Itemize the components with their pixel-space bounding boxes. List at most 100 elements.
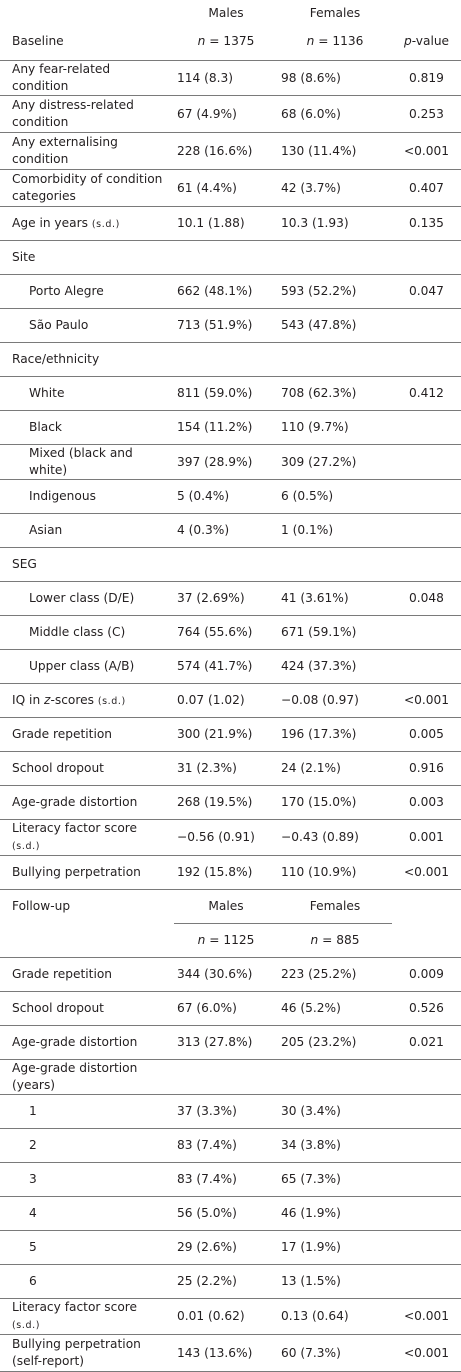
p-value: 0.916	[392, 751, 461, 786]
table-row: 3 83 (7.4%) 65 (7.3%)	[0, 1162, 461, 1197]
row-label: Age-grade distortion (years)	[0, 1059, 174, 1095]
p-value-header: p-value	[392, 22, 461, 61]
p-value	[392, 1264, 461, 1299]
table-row: Site	[0, 240, 461, 275]
females-value: 593 (52.2%)	[278, 274, 392, 309]
table-row: 6 25 (2.2%) 13 (1.5%)	[0, 1264, 461, 1299]
females-value: 424 (37.3%)	[278, 649, 392, 684]
males-value	[174, 547, 278, 582]
males-value: 344 (30.6%)	[174, 957, 278, 992]
p-value	[392, 308, 461, 343]
row-label: Bullying perpetration (self-report)	[0, 1334, 174, 1372]
females-value: 13 (1.5%)	[278, 1264, 392, 1299]
females-value	[278, 240, 392, 275]
p-value: 0.009	[392, 957, 461, 992]
table-row: Porto Alegre 662 (48.1%) 593 (52.2%) 0.047	[0, 274, 461, 309]
males-value: 37 (3.3%)	[174, 1094, 278, 1129]
males-value: 574 (41.7%)	[174, 649, 278, 684]
row-label: Grade repetition	[0, 717, 174, 752]
followup-females-header: Females	[278, 889, 392, 924]
females-value: 671 (59.1%)	[278, 615, 392, 650]
females-value: 41 (3.61%)	[278, 581, 392, 616]
table-row: IQ in z-scores (s.d.) 0.07 (1.02) −0.08 (0…	[0, 683, 461, 718]
p-value	[392, 479, 461, 514]
females-value	[278, 1059, 392, 1095]
females-value: −0.43 (0.89)	[278, 819, 392, 856]
females-value: 708 (62.3%)	[278, 376, 392, 411]
table-row: School dropout 67 (6.0%) 46 (5.2%) 0.526	[0, 991, 461, 1026]
row-label: Bullying perpetration	[0, 855, 174, 890]
males-value: 268 (19.5%)	[174, 785, 278, 820]
row-label: School dropout	[0, 991, 174, 1026]
row-label: Asian	[0, 513, 174, 548]
followup-header-row-2: n = 1125 n = 885	[0, 923, 461, 958]
males-value: 300 (21.9%)	[174, 717, 278, 752]
table-row: 5 29 (2.6%) 17 (1.9%)	[0, 1230, 461, 1265]
males-value: 25 (2.2%)	[174, 1264, 278, 1299]
p-value: <0.001	[392, 855, 461, 890]
females-value: 98 (8.6%)	[278, 60, 392, 96]
row-label: Any externalising condition	[0, 132, 174, 170]
females-value: 6 (0.5%)	[278, 479, 392, 514]
table-row: Lower class (D/E) 37 (2.69%) 41 (3.61%) 0.0…	[0, 581, 461, 616]
males-value: 764 (55.6%)	[174, 615, 278, 650]
row-label: 5	[0, 1230, 174, 1265]
females-value	[278, 342, 392, 377]
males-value	[174, 342, 278, 377]
p-value	[392, 513, 461, 548]
table-row: Literacy factor score (s.d.) −0.56 (0.91)…	[0, 819, 461, 856]
females-value: 42 (3.7%)	[278, 169, 392, 207]
males-value: 228 (16.6%)	[174, 132, 278, 170]
row-label: White	[0, 376, 174, 411]
females-value: 130 (11.4%)	[278, 132, 392, 170]
females-value: 17 (1.9%)	[278, 1230, 392, 1265]
p-value: <0.001	[392, 683, 461, 718]
females-value: 46 (5.2%)	[278, 991, 392, 1026]
table-row: Indigenous 5 (0.4%) 6 (0.5%)	[0, 479, 461, 514]
p-value: 0.003	[392, 785, 461, 820]
females-value: 196 (17.3%)	[278, 717, 392, 752]
males-value: 154 (11.2%)	[174, 410, 278, 445]
row-label: Upper class (A/B)	[0, 649, 174, 684]
table-row: Grade repetition 300 (21.9%) 196 (17.3%) 0.…	[0, 717, 461, 752]
p-value: 0.048	[392, 581, 461, 616]
males-value: 29 (2.6%)	[174, 1230, 278, 1265]
table-row: 1 37 (3.3%) 30 (3.4%)	[0, 1094, 461, 1129]
p-value	[392, 444, 461, 480]
males-value: 114 (8.3)	[174, 60, 278, 96]
males-value: 662 (48.1%)	[174, 274, 278, 309]
males-value: 0.07 (1.02)	[174, 683, 278, 718]
row-label: School dropout	[0, 751, 174, 786]
table-row: Any fear-related condition 114 (8.3) 98 (8…	[0, 60, 461, 96]
males-value: 4 (0.3%)	[174, 513, 278, 548]
row-label: 4	[0, 1196, 174, 1231]
table-row: Grade repetition 344 (30.6%) 223 (25.2%) 0.…	[0, 957, 461, 992]
p-value	[392, 1059, 461, 1095]
males-value: 61 (4.4%)	[174, 169, 278, 207]
row-label: Lower class (D/E)	[0, 581, 174, 616]
followup-section-label: Follow-up	[12, 899, 71, 914]
females-value: 34 (3.8%)	[278, 1128, 392, 1163]
row-label: Age-grade distortion	[0, 1025, 174, 1060]
row-label: São Paulo	[0, 308, 174, 343]
table-row: Upper class (A/B) 574 (41.7%) 424 (37.3%)	[0, 649, 461, 684]
row-label: Literacy factor score (s.d.)	[0, 1298, 174, 1335]
row-label: Race/ethnicity	[0, 342, 174, 377]
females-value: 543 (47.8%)	[278, 308, 392, 343]
males-value: 811 (59.0%)	[174, 376, 278, 411]
females-value: 205 (23.2%)	[278, 1025, 392, 1060]
table-row: Any externalising condition 228 (16.6%) 13…	[0, 132, 461, 170]
table-row: Age in years (s.d.) 10.1 (1.88) 10.3 (1.93…	[0, 206, 461, 241]
males-value: 67 (4.9%)	[174, 95, 278, 133]
males-value: 143 (13.6%)	[174, 1334, 278, 1372]
table-row: Age-grade distortion 313 (27.8%) 205 (23.2…	[0, 1025, 461, 1060]
p-value: 0.001	[392, 819, 461, 856]
row-label: Any distress-related condition	[0, 95, 174, 133]
females-value: 10.3 (1.93)	[278, 206, 392, 241]
males-column-header: Males	[208, 6, 244, 20]
row-label: IQ in z-scores (s.d.)	[0, 683, 174, 718]
males-value: 37 (2.69%)	[174, 581, 278, 616]
table-row: School dropout 31 (2.3%) 24 (2.1%) 0.916	[0, 751, 461, 786]
row-label: Black	[0, 410, 174, 445]
females-value: 46 (1.9%)	[278, 1196, 392, 1231]
